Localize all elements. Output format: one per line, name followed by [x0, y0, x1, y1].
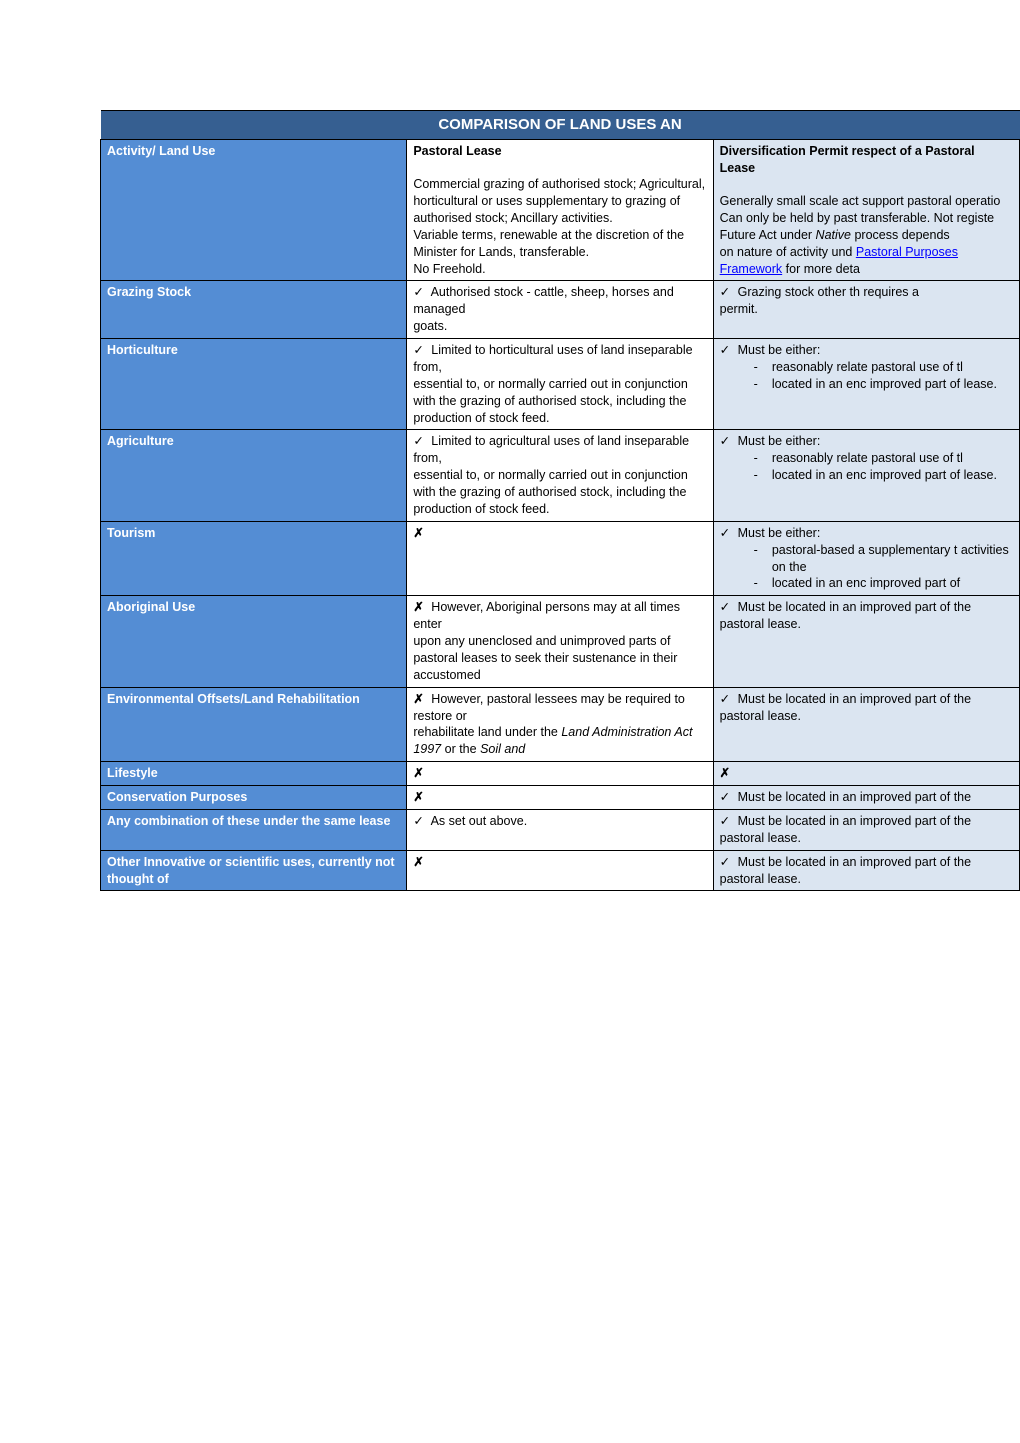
- table-row: Grazing Stock Authorised stock - cattle,…: [101, 281, 1020, 339]
- row-pastoral: Limited to agricultural uses of land ins…: [407, 430, 713, 521]
- table-row: Any combination of these under the same …: [101, 809, 1020, 850]
- table-row: Lifestyle: [101, 762, 1020, 786]
- row-pastoral: [407, 786, 713, 810]
- table-header-row: Activity/ Land Use Pastoral Lease Commer…: [101, 140, 1020, 281]
- row-pastoral: Limited to horticultural uses of land in…: [407, 339, 713, 430]
- row-diversification: [713, 762, 1019, 786]
- header-activity: Activity/ Land Use: [101, 140, 407, 281]
- table-row: Other Innovative or scientific uses, cur…: [101, 850, 1020, 891]
- row-label: Environmental Offsets/Land Rehabilitatio…: [101, 687, 407, 762]
- row-diversification: Must be located in an improved part of t…: [713, 850, 1019, 891]
- table-row: Aboriginal Use However, Aboriginal perso…: [101, 596, 1020, 687]
- row-pastoral: However, pastoral lessees may be require…: [407, 687, 713, 762]
- row-label: Any combination of these under the same …: [101, 809, 407, 850]
- header-pastoral-desc: Commercial grazing of authorised stock; …: [413, 176, 706, 277]
- row-diversification: Must be either:-reasonably relate pastor…: [713, 339, 1019, 430]
- table-row: Horticulture Limited to horticultural us…: [101, 339, 1020, 430]
- table-title-row: COMPARISON OF LAND USES AN: [101, 111, 1020, 140]
- header-div-desc: Generally small scale act support pastor…: [720, 193, 1013, 277]
- row-diversification: Grazing stock other th requires apermit.: [713, 281, 1019, 339]
- table-row: Tourism Must be either:-pastoral-based a…: [101, 521, 1020, 596]
- row-label: Conservation Purposes: [101, 786, 407, 810]
- row-pastoral: [407, 521, 713, 596]
- row-label: Agriculture: [101, 430, 407, 521]
- row-pastoral: As set out above.: [407, 809, 713, 850]
- row-pastoral: However, Aboriginal persons may at all t…: [407, 596, 713, 687]
- header-pastoral: Pastoral Lease Commercial grazing of aut…: [407, 140, 713, 281]
- row-label: Grazing Stock: [101, 281, 407, 339]
- row-label: Aboriginal Use: [101, 596, 407, 687]
- row-diversification: Must be located in an improved part of t…: [713, 786, 1019, 810]
- row-diversification: Must be located in an improved part of t…: [713, 596, 1019, 687]
- row-diversification: Must be either:-pastoral-based a supplem…: [713, 521, 1019, 596]
- row-pastoral: [407, 762, 713, 786]
- row-label: Horticulture: [101, 339, 407, 430]
- table-row: Conservation Purposes Must be located in…: [101, 786, 1020, 810]
- table-row: Environmental Offsets/Land Rehabilitatio…: [101, 687, 1020, 762]
- row-diversification: Must be either:-reasonably relate pastor…: [713, 430, 1019, 521]
- row-diversification: Must be located in an improved part of t…: [713, 809, 1019, 850]
- row-label: Other Innovative or scientific uses, cur…: [101, 850, 407, 891]
- table-title: COMPARISON OF LAND USES AN: [101, 111, 1020, 140]
- row-label: Tourism: [101, 521, 407, 596]
- row-label: Lifestyle: [101, 762, 407, 786]
- row-diversification: Must be located in an improved part of t…: [713, 687, 1019, 762]
- row-pastoral: Authorised stock - cattle, sheep, horses…: [407, 281, 713, 339]
- header-pastoral-title: Pastoral Lease: [413, 144, 501, 158]
- header-div-title: Diversification Permit respect of a Past…: [720, 144, 975, 175]
- table-row: Agriculture Limited to agricultural uses…: [101, 430, 1020, 521]
- row-pastoral: [407, 850, 713, 891]
- comparison-table: COMPARISON OF LAND USES AN Activity/ Lan…: [100, 110, 1020, 891]
- header-diversification: Diversification Permit respect of a Past…: [713, 140, 1019, 281]
